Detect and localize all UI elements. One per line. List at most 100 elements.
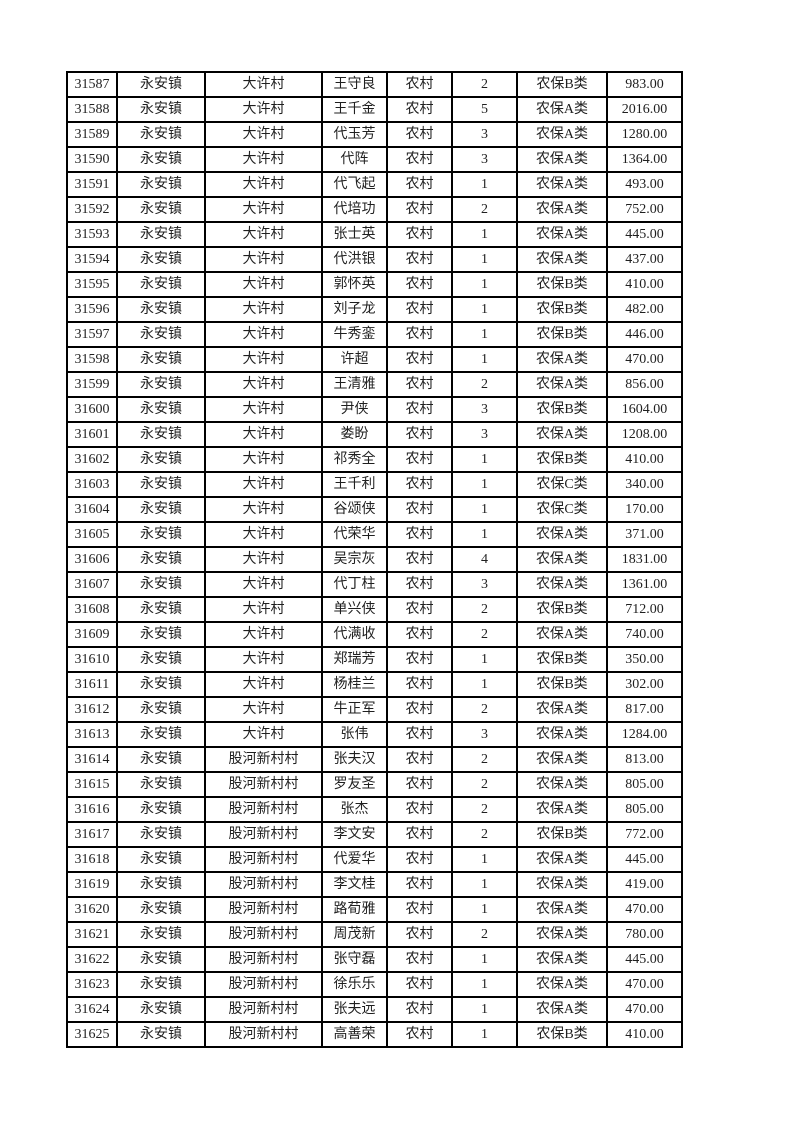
cell-amount: 1364.00 [608, 148, 683, 173]
cell-insurance-type: 农保A类 [518, 773, 608, 798]
cell-amount: 1284.00 [608, 723, 683, 748]
cell-village: 大许村 [206, 73, 323, 98]
cell-town: 永安镇 [118, 123, 206, 148]
cell-insurance-type: 农保B类 [518, 323, 608, 348]
cell-amount: 712.00 [608, 598, 683, 623]
cell-category: 农村 [388, 973, 453, 998]
cell-serial-number: 31616 [68, 798, 118, 823]
cell-insurance-type: 农保A类 [518, 423, 608, 448]
cell-serial-number: 31604 [68, 498, 118, 523]
cell-count: 1 [453, 348, 518, 373]
cell-serial-number: 31624 [68, 998, 118, 1023]
cell-town: 永安镇 [118, 798, 206, 823]
cell-serial-number: 31620 [68, 898, 118, 923]
cell-serial-number: 31613 [68, 723, 118, 748]
cell-town: 永安镇 [118, 598, 206, 623]
cell-count: 2 [453, 598, 518, 623]
cell-insurance-type: 农保A类 [518, 698, 608, 723]
cell-person-name: 刘子龙 [323, 298, 388, 323]
table-row: 31607 永安镇 大许村 代丁柱 农村 3 农保A类 1361.00 [68, 573, 683, 598]
cell-count: 2 [453, 923, 518, 948]
cell-serial-number: 31602 [68, 448, 118, 473]
cell-category: 农村 [388, 873, 453, 898]
cell-town: 永安镇 [118, 748, 206, 773]
cell-village: 股河新村村 [206, 923, 323, 948]
cell-count: 2 [453, 798, 518, 823]
cell-count: 2 [453, 698, 518, 723]
cell-town: 永安镇 [118, 498, 206, 523]
table-row: 31622 永安镇 股河新村村 张守磊 农村 1 农保A类 445.00 [68, 948, 683, 973]
table-row: 31609 永安镇 大许村 代满收 农村 2 农保A类 740.00 [68, 623, 683, 648]
insurance-register-table: 31587 永安镇 大许村 王守良 农村 2 农保B类 983.00 31588… [66, 71, 683, 1048]
cell-town: 永安镇 [118, 998, 206, 1023]
cell-insurance-type: 农保A类 [518, 898, 608, 923]
cell-count: 1 [453, 873, 518, 898]
cell-amount: 1831.00 [608, 548, 683, 573]
cell-count: 1 [453, 323, 518, 348]
table-row: 31620 永安镇 股河新村村 路荀雅 农村 1 农保A类 470.00 [68, 898, 683, 923]
cell-insurance-type: 农保A类 [518, 948, 608, 973]
cell-person-name: 代丁柱 [323, 573, 388, 598]
cell-village: 股河新村村 [206, 973, 323, 998]
cell-insurance-type: 农保A类 [518, 723, 608, 748]
cell-insurance-type: 农保A类 [518, 173, 608, 198]
cell-serial-number: 31591 [68, 173, 118, 198]
cell-person-name: 张伟 [323, 723, 388, 748]
cell-serial-number: 31601 [68, 423, 118, 448]
cell-amount: 813.00 [608, 748, 683, 773]
cell-amount: 1604.00 [608, 398, 683, 423]
cell-person-name: 王千金 [323, 98, 388, 123]
cell-count: 3 [453, 723, 518, 748]
cell-insurance-type: 农保A类 [518, 198, 608, 223]
cell-serial-number: 31588 [68, 98, 118, 123]
table-row: 31615 永安镇 股河新村村 罗友圣 农村 2 农保A类 805.00 [68, 773, 683, 798]
cell-person-name: 牛正军 [323, 698, 388, 723]
cell-count: 3 [453, 573, 518, 598]
cell-amount: 410.00 [608, 273, 683, 298]
cell-amount: 470.00 [608, 973, 683, 998]
cell-person-name: 张杰 [323, 798, 388, 823]
cell-amount: 780.00 [608, 923, 683, 948]
cell-person-name: 代飞起 [323, 173, 388, 198]
cell-town: 永安镇 [118, 73, 206, 98]
cell-town: 永安镇 [118, 98, 206, 123]
table-row: 31604 永安镇 大许村 谷颂侠 农村 1 农保C类 170.00 [68, 498, 683, 523]
cell-village: 大许村 [206, 198, 323, 223]
table-row: 31625 永安镇 股河新村村 高善荣 农村 1 农保B类 410.00 [68, 1023, 683, 1048]
cell-amount: 1208.00 [608, 423, 683, 448]
cell-serial-number: 31609 [68, 623, 118, 648]
cell-category: 农村 [388, 898, 453, 923]
table-row: 31610 永安镇 大许村 郑瑞芳 农村 1 农保B类 350.00 [68, 648, 683, 673]
cell-person-name: 代洪银 [323, 248, 388, 273]
cell-insurance-type: 农保A类 [518, 973, 608, 998]
cell-village: 股河新村村 [206, 823, 323, 848]
cell-amount: 752.00 [608, 198, 683, 223]
table-row: 31611 永安镇 大许村 杨桂兰 农村 1 农保B类 302.00 [68, 673, 683, 698]
cell-amount: 493.00 [608, 173, 683, 198]
cell-amount: 805.00 [608, 773, 683, 798]
cell-insurance-type: 农保A类 [518, 873, 608, 898]
cell-village: 股河新村村 [206, 1023, 323, 1048]
cell-count: 1 [453, 273, 518, 298]
cell-category: 农村 [388, 923, 453, 948]
table-row: 31594 永安镇 大许村 代洪银 农村 1 农保A类 437.00 [68, 248, 683, 273]
cell-category: 农村 [388, 273, 453, 298]
cell-insurance-type: 农保C类 [518, 498, 608, 523]
table-row: 31588 永安镇 大许村 王千金 农村 5 农保A类 2016.00 [68, 98, 683, 123]
table-row: 31617 永安镇 股河新村村 李文安 农村 2 农保B类 772.00 [68, 823, 683, 848]
cell-insurance-type: 农保A类 [518, 623, 608, 648]
table-row: 31599 永安镇 大许村 王清雅 农村 2 农保A类 856.00 [68, 373, 683, 398]
cell-category: 农村 [388, 523, 453, 548]
cell-person-name: 张守磊 [323, 948, 388, 973]
cell-count: 1 [453, 673, 518, 698]
cell-town: 永安镇 [118, 673, 206, 698]
cell-insurance-type: 农保A类 [518, 848, 608, 873]
cell-count: 1 [453, 998, 518, 1023]
cell-town: 永安镇 [118, 473, 206, 498]
cell-insurance-type: 农保B类 [518, 673, 608, 698]
cell-category: 农村 [388, 123, 453, 148]
cell-village: 大许村 [206, 323, 323, 348]
cell-serial-number: 31599 [68, 373, 118, 398]
cell-village: 大许村 [206, 398, 323, 423]
